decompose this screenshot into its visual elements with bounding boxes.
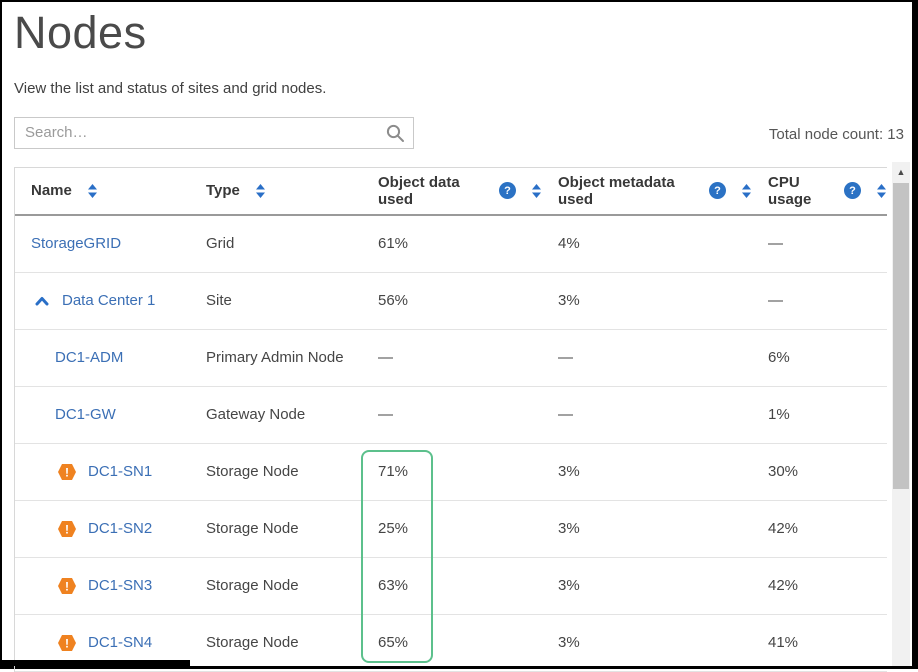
object-metadata-used-value: 3%	[558, 634, 580, 651]
node-type: Storage Node	[206, 520, 299, 537]
node-link[interactable]: DC1-SN2	[88, 520, 153, 537]
column-header-object-metadata-used[interactable]: Object metadata used ?	[542, 174, 752, 208]
node-type: Grid	[206, 235, 235, 252]
object-data-used-value: 71%	[378, 463, 409, 480]
cpu-usage-value: 41%	[768, 634, 799, 651]
table-row: DC1-ADM Primary Admin Node — — 6%	[15, 330, 887, 387]
node-link[interactable]: DC1-SN1	[88, 463, 153, 480]
node-type: Gateway Node	[206, 406, 306, 423]
cpu-usage-value: —	[768, 235, 783, 252]
help-icon[interactable]: ?	[709, 182, 726, 199]
node-name-cell: ! DC1-SN2	[15, 520, 190, 538]
svg-text:!: !	[65, 579, 69, 593]
object-metadata-used-value: —	[558, 349, 573, 366]
page-title: Nodes	[14, 7, 147, 58]
object-metadata-used-value: 4%	[558, 235, 580, 252]
node-link[interactable]: DC1-SN4	[88, 634, 153, 651]
nodes-page: Nodes View the list and status of sites …	[2, 8, 912, 672]
svg-text:!: !	[65, 465, 69, 479]
sort-icon[interactable]	[741, 183, 752, 199]
warning-icon: !	[57, 634, 77, 652]
table-row: ! DC1-SN2 Storage Node 25% 3% 42%	[15, 501, 887, 558]
node-type: Storage Node	[206, 577, 299, 594]
node-name-cell: ! DC1-SN1	[15, 463, 190, 481]
object-data-used-value: —	[378, 349, 393, 366]
cpu-usage-value: —	[768, 292, 783, 309]
table-header-row: Name Type Object data used ? Object met	[15, 168, 887, 216]
cpu-usage-value: 30%	[768, 463, 799, 480]
node-type: Storage Node	[206, 463, 299, 480]
node-name-cell: DC1-GW	[15, 406, 190, 423]
warning-icon: !	[57, 520, 77, 538]
vertical-scrollbar[interactable]: ▲	[892, 162, 910, 666]
column-label: Name	[31, 182, 72, 199]
sort-icon[interactable]	[87, 183, 98, 199]
node-type: Site	[206, 292, 232, 309]
sort-icon[interactable]	[876, 183, 887, 199]
sort-icon[interactable]	[255, 183, 266, 199]
search-row: Total node count: 13	[14, 116, 912, 149]
object-data-used-value: 25%	[378, 520, 409, 537]
column-header-name[interactable]: Name	[15, 182, 190, 199]
nodes-table: Name Type Object data used ? Object met	[14, 166, 887, 672]
table-row: DC1-GW Gateway Node — — 1%	[15, 387, 887, 444]
table-row: ! DC1-SN1 Storage Node 71% 3% 30%	[15, 444, 887, 501]
bottom-crop-bar	[2, 660, 190, 666]
object-metadata-used-value: 3%	[558, 292, 580, 309]
column-label: CPU usage	[768, 173, 812, 208]
cpu-usage-value: 1%	[768, 406, 790, 423]
object-data-used-value: 61%	[378, 235, 409, 252]
object-metadata-used-value: —	[558, 406, 573, 423]
column-label: Object data used	[378, 173, 460, 208]
node-link[interactable]: DC1-ADM	[55, 349, 124, 366]
scrollbar-thumb[interactable]	[893, 183, 909, 489]
object-metadata-used-value: 3%	[558, 463, 580, 480]
node-link[interactable]: DC1-SN3	[88, 577, 153, 594]
node-type: Storage Node	[206, 634, 299, 651]
object-data-used-value: 65%	[378, 634, 409, 651]
object-metadata-used-value: 3%	[558, 520, 580, 537]
node-name-cell: StorageGRID	[15, 235, 190, 252]
cpu-usage-value: 42%	[768, 520, 799, 537]
search-icon[interactable]	[386, 124, 405, 148]
object-data-used-value: —	[378, 406, 393, 423]
warning-icon: !	[57, 577, 77, 595]
cpu-usage-value: 6%	[768, 349, 790, 366]
table-row: ! DC1-SN3 Storage Node 63% 3% 42%	[15, 558, 887, 615]
node-type: Primary Admin Node	[206, 349, 344, 366]
page-subtitle: View the list and status of sites and gr…	[14, 79, 327, 97]
node-name-cell: ! DC1-SN4	[15, 634, 190, 652]
column-label: Object metadata used	[558, 173, 675, 208]
node-name-cell: ! DC1-SN3	[15, 577, 190, 595]
object-data-used-value: 63%	[378, 577, 409, 594]
cpu-usage-value: 42%	[768, 577, 799, 594]
node-name-cell: DC1-ADM	[15, 349, 190, 366]
column-header-object-data-used[interactable]: Object data used ?	[362, 174, 542, 208]
collapse-chevron-icon[interactable]	[35, 296, 49, 306]
warning-icon: !	[57, 463, 77, 481]
search-box	[14, 116, 414, 149]
node-link[interactable]: StorageGRID	[31, 235, 122, 252]
column-label: Type	[206, 182, 240, 199]
column-header-type[interactable]: Type	[190, 182, 362, 199]
total-node-count: Total node count: 13	[768, 125, 904, 143]
object-data-used-value: 56%	[378, 292, 409, 309]
node-link[interactable]: Data Center 1	[62, 292, 156, 309]
sort-icon[interactable]	[531, 183, 542, 199]
node-name-cell: Data Center 1	[15, 292, 190, 309]
help-icon[interactable]: ?	[844, 182, 861, 199]
svg-text:!: !	[65, 636, 69, 650]
column-header-cpu-usage[interactable]: CPU usage ?	[752, 174, 887, 208]
scroll-up-arrow-icon[interactable]: ▲	[896, 167, 906, 177]
search-input[interactable]	[14, 116, 414, 149]
node-link[interactable]: DC1-GW	[55, 406, 116, 423]
table-row: StorageGRID Grid 61% 4% —	[15, 216, 887, 273]
object-metadata-used-value: 3%	[558, 577, 580, 594]
table-row: Data Center 1 Site 56% 3% —	[15, 273, 887, 330]
svg-text:!: !	[65, 522, 69, 536]
help-icon[interactable]: ?	[499, 182, 516, 199]
